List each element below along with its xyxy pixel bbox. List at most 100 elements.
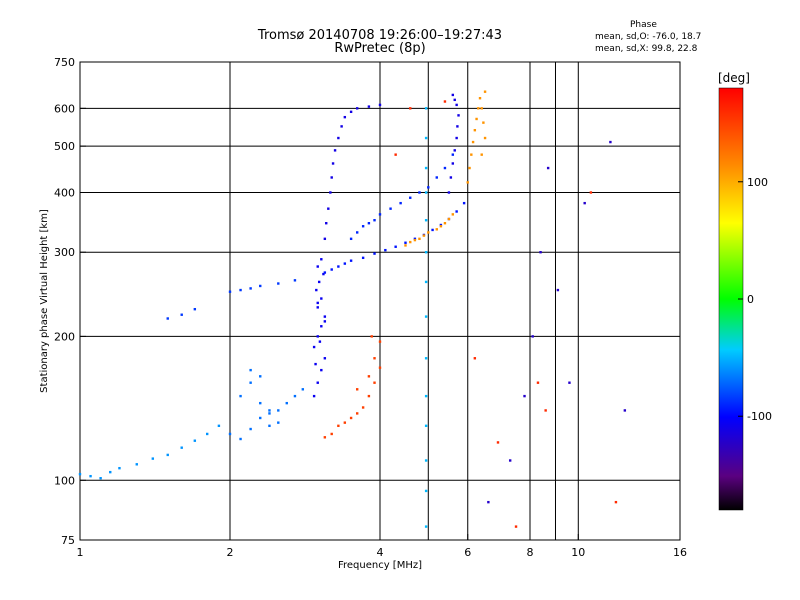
data-point bbox=[623, 409, 627, 412]
data-point bbox=[322, 272, 325, 276]
data-point bbox=[514, 525, 518, 528]
data-point bbox=[424, 394, 428, 398]
data-point bbox=[268, 412, 271, 415]
data-point bbox=[355, 388, 359, 391]
data-point bbox=[523, 394, 526, 398]
data-point bbox=[330, 268, 333, 271]
data-point bbox=[337, 265, 340, 268]
data-point bbox=[399, 201, 402, 205]
data-point bbox=[193, 439, 197, 442]
data-point bbox=[367, 394, 371, 398]
data-point bbox=[424, 357, 428, 360]
data-point bbox=[370, 335, 373, 338]
data-point bbox=[316, 301, 319, 305]
data-point bbox=[439, 223, 443, 227]
y-tick-label: 500 bbox=[54, 140, 75, 153]
data-point bbox=[413, 237, 417, 241]
data-point bbox=[453, 98, 456, 102]
data-point bbox=[483, 136, 487, 140]
data-point bbox=[259, 375, 262, 378]
data-points bbox=[78, 90, 627, 528]
data-point bbox=[277, 409, 280, 412]
data-point bbox=[367, 105, 371, 108]
data-point bbox=[487, 500, 490, 504]
data-point bbox=[470, 153, 473, 156]
data-point bbox=[378, 340, 382, 343]
data-point bbox=[477, 107, 480, 110]
data-point bbox=[449, 176, 453, 179]
data-point bbox=[249, 427, 252, 431]
data-point bbox=[327, 207, 330, 210]
phase-stats-x-mode: mean, sd,X: 99.8, 22.8 bbox=[595, 44, 698, 54]
x-tick-label: 8 bbox=[527, 546, 534, 559]
data-point bbox=[424, 459, 428, 462]
data-point bbox=[239, 437, 242, 441]
data-point bbox=[361, 225, 365, 228]
x-axis-label: Frequency [MHz] bbox=[338, 560, 422, 571]
data-point bbox=[315, 288, 318, 292]
data-point bbox=[443, 100, 447, 103]
data-point bbox=[343, 262, 347, 265]
data-point bbox=[318, 340, 322, 343]
data-point bbox=[614, 500, 618, 504]
data-point bbox=[349, 110, 353, 114]
data-point bbox=[367, 222, 371, 225]
x-tick-label: 1 bbox=[77, 546, 84, 559]
chart-subtitle: RwPretec (8p) bbox=[334, 41, 426, 56]
data-point bbox=[424, 525, 428, 528]
data-point bbox=[544, 409, 547, 412]
data-point bbox=[349, 259, 353, 262]
data-point bbox=[389, 207, 392, 210]
data-point bbox=[409, 196, 412, 199]
data-point bbox=[249, 381, 252, 384]
data-point bbox=[508, 459, 512, 462]
data-point bbox=[373, 252, 376, 255]
data-point bbox=[166, 453, 169, 457]
data-point bbox=[259, 284, 262, 288]
data-point bbox=[331, 162, 335, 165]
data-point bbox=[589, 191, 593, 194]
data-point bbox=[316, 306, 319, 309]
data-point bbox=[424, 280, 428, 284]
data-point bbox=[316, 265, 319, 268]
data-point bbox=[480, 107, 483, 110]
data-point bbox=[439, 225, 443, 228]
data-point bbox=[239, 394, 242, 398]
data-point bbox=[466, 181, 469, 184]
data-point bbox=[239, 288, 242, 292]
data-point bbox=[193, 307, 197, 311]
data-point bbox=[118, 466, 121, 470]
y-tick-label: 100 bbox=[54, 474, 75, 487]
data-point bbox=[424, 166, 428, 170]
data-point bbox=[323, 271, 327, 274]
data-point bbox=[453, 149, 456, 152]
data-point bbox=[424, 136, 428, 140]
phase-stats-title: Phase bbox=[630, 20, 657, 30]
data-point bbox=[78, 472, 82, 476]
data-point bbox=[447, 191, 451, 194]
data-point bbox=[180, 446, 183, 449]
data-point bbox=[312, 345, 316, 349]
data-point bbox=[89, 474, 92, 478]
x-tick-label: 2 bbox=[227, 546, 234, 559]
data-point bbox=[424, 489, 428, 493]
data-point bbox=[325, 222, 328, 225]
colorbar-ticks: 100 0 -100 bbox=[738, 176, 772, 423]
data-point bbox=[546, 166, 550, 170]
data-point bbox=[285, 401, 288, 405]
data-point bbox=[455, 210, 458, 213]
data-point bbox=[151, 457, 155, 460]
data-point bbox=[323, 320, 327, 323]
data-point bbox=[424, 315, 428, 318]
data-point bbox=[373, 219, 376, 222]
data-point bbox=[355, 231, 359, 234]
data-point bbox=[413, 238, 417, 242]
data-point bbox=[109, 470, 112, 474]
data-point bbox=[424, 107, 428, 110]
data-point bbox=[329, 191, 332, 194]
data-point bbox=[180, 313, 183, 316]
data-point bbox=[217, 424, 221, 428]
data-point bbox=[316, 381, 319, 384]
y-tick-label: 750 bbox=[54, 56, 75, 69]
data-point bbox=[320, 325, 323, 328]
